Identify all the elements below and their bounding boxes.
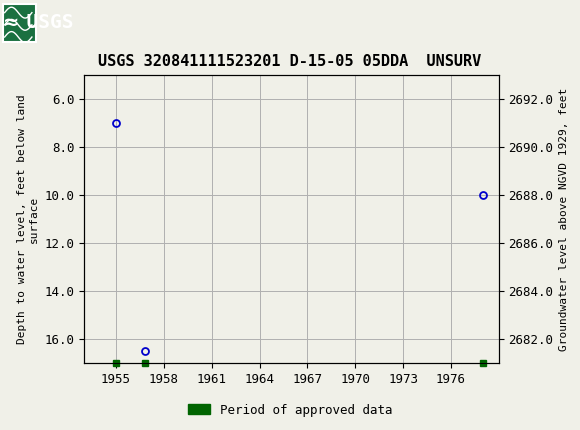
Legend: Period of approved data: Period of approved data [183,399,397,421]
Y-axis label: Depth to water level, feet below land
surface: Depth to water level, feet below land su… [17,95,39,344]
Text: USGS: USGS [3,13,74,32]
Text: ≈: ≈ [3,13,19,32]
Text: USGS 320841111523201 D-15-05 05DDA  UNSURV: USGS 320841111523201 D-15-05 05DDA UNSUR… [99,54,481,69]
FancyBboxPatch shape [3,3,36,42]
Y-axis label: Groundwater level above NGVD 1929, feet: Groundwater level above NGVD 1929, feet [559,88,569,351]
